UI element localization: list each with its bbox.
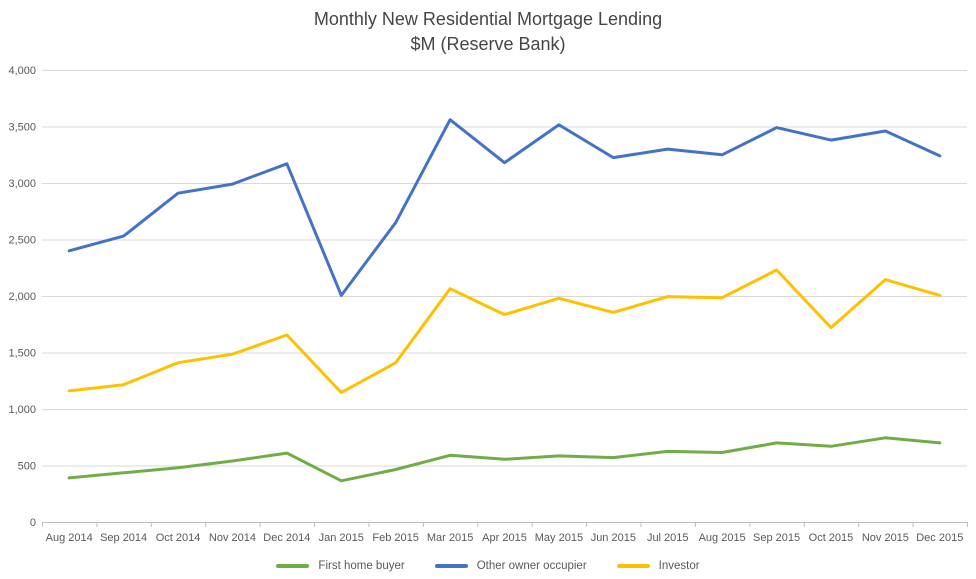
y-tick-label: 3,500 [8, 122, 36, 134]
x-tick-label: Oct 2015 [809, 532, 854, 544]
x-tick-label: Sep 2015 [753, 532, 800, 544]
y-tick-label: 2,000 [8, 291, 36, 303]
y-tick-label: 3,000 [8, 178, 36, 190]
legend-item-first-home-buyer: First home buyer [276, 560, 405, 572]
x-tick-label: Jun 2015 [591, 532, 636, 544]
series-line-first-home-buyer [67, 436, 942, 483]
legend-line-swatch-green [276, 564, 310, 568]
y-tick-label: 1,500 [8, 348, 36, 360]
x-tick-label: Mar 2015 [427, 532, 473, 544]
y-tick-label: 0 [30, 517, 36, 529]
chart-title-line2: $M (Reserve Bank) [410, 34, 566, 54]
y-tick-label: 2,500 [8, 235, 36, 247]
legend-line-swatch-blue [434, 564, 468, 568]
x-tick-label: Aug 2014 [46, 532, 93, 544]
x-tick-label: Feb 2015 [372, 532, 418, 544]
x-tick-label: Dec 2014 [263, 532, 310, 544]
legend-item-other-owner-occupier: Other owner occupier [434, 560, 587, 572]
legend-line-swatch-yellow [616, 564, 650, 568]
legend: First home buyer Other owner occupier In… [0, 560, 976, 572]
x-tick-label: Nov 2014 [209, 532, 256, 544]
chart-title-line1: Monthly New Residential Mortgage Lending [313, 9, 663, 29]
x-tick-label: May 2015 [535, 532, 583, 544]
legend-label: First home buyer [318, 560, 405, 572]
x-tick-label: Oct 2014 [156, 532, 201, 544]
legend-item-investor: Investor [616, 560, 700, 572]
x-tick-label: Sep 2014 [100, 532, 147, 544]
y-tick-label: 1,000 [8, 404, 36, 416]
legend-label: Other owner occupier [476, 560, 587, 572]
legend-label: Investor [658, 560, 700, 572]
y-tick-label: 500 [18, 461, 36, 473]
x-tick-label: Aug 2015 [699, 532, 746, 544]
series-line-other-owner-occupier [67, 118, 942, 297]
y-tick-label: 4,000 [8, 65, 36, 77]
x-tick-label: Jan 2015 [319, 532, 364, 544]
x-tick-label: Dec 2015 [916, 532, 963, 544]
chart-title: Monthly New Residential Mortgage Lending… [0, 7, 976, 57]
x-tick-label: Nov 2015 [862, 532, 909, 544]
x-tick-label: Jul 2015 [647, 532, 689, 544]
series-line-investor [67, 268, 942, 395]
x-tick-label: Apr 2015 [482, 532, 527, 544]
